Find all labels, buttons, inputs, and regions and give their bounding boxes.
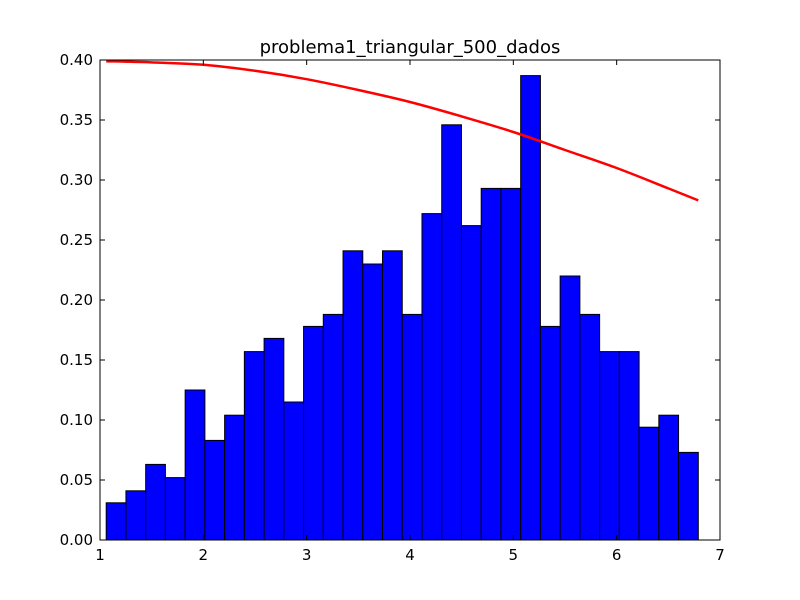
- histogram-bar: [401, 313, 423, 541]
- histogram-bar: [105, 502, 127, 541]
- x-tick-label: 1: [95, 546, 105, 564]
- histogram-bar: [125, 490, 147, 541]
- y-tick-label: 0.30: [60, 171, 93, 189]
- histogram-bar: [599, 351, 620, 541]
- histogram-bar: [520, 75, 541, 541]
- y-tick-label: 0.15: [60, 351, 93, 369]
- histogram-bar: [382, 250, 403, 541]
- histogram-bar: [500, 187, 522, 541]
- histogram-bar: [303, 325, 324, 541]
- y-tick-label: 0.25: [60, 231, 93, 249]
- density-curve: [106, 59, 699, 202]
- histogram-bar: [638, 426, 660, 541]
- histogram-bar: [658, 414, 680, 541]
- x-tick-label: 4: [405, 546, 415, 564]
- histogram-bar: [224, 414, 245, 541]
- histogram-bar: [204, 439, 226, 541]
- histogram-bar: [618, 351, 640, 541]
- histogram-bar: [480, 187, 502, 541]
- histogram-bar: [322, 313, 344, 541]
- histogram-bar: [559, 275, 581, 541]
- chart-title: problema1_triangular_500_dados: [260, 37, 561, 58]
- histogram-bar: [145, 463, 166, 541]
- y-tick-label: 0.00: [60, 531, 93, 549]
- histogram-bar: [539, 325, 561, 541]
- x-tick-label: 7: [715, 546, 725, 564]
- x-tick-label: 3: [302, 546, 312, 564]
- x-tick-label: 2: [199, 546, 209, 564]
- y-axis-ticks: 0.00 0.05 0.10 0.15 0.20 0.25 0.30 0.35 0.40: [60, 51, 720, 549]
- histogram-bar: [243, 351, 265, 541]
- histogram-bar: [678, 451, 699, 541]
- histogram-bar: [362, 263, 384, 541]
- histogram-bar: [579, 313, 601, 541]
- y-tick-label: 0.35: [60, 111, 93, 129]
- y-tick-label: 0.40: [60, 51, 93, 69]
- histogram-bars: [105, 75, 699, 541]
- y-tick-label: 0.05: [60, 471, 93, 489]
- histogram-bar: [283, 401, 305, 541]
- histogram-bar: [441, 124, 462, 541]
- histogram-bar: [421, 213, 443, 541]
- histogram-bar: [184, 389, 206, 541]
- y-tick-label: 0.10: [60, 411, 93, 429]
- histogram-bar: [263, 337, 285, 541]
- x-tick-label: 5: [509, 546, 519, 564]
- x-tick-label: 6: [612, 546, 622, 564]
- histogram-bar: [460, 225, 482, 541]
- histogram-bar: [342, 250, 364, 541]
- x-axis-ticks: 1 2 3 4 5 6 7: [95, 60, 725, 564]
- histogram-bar: [164, 477, 186, 541]
- y-tick-label: 0.20: [60, 291, 93, 309]
